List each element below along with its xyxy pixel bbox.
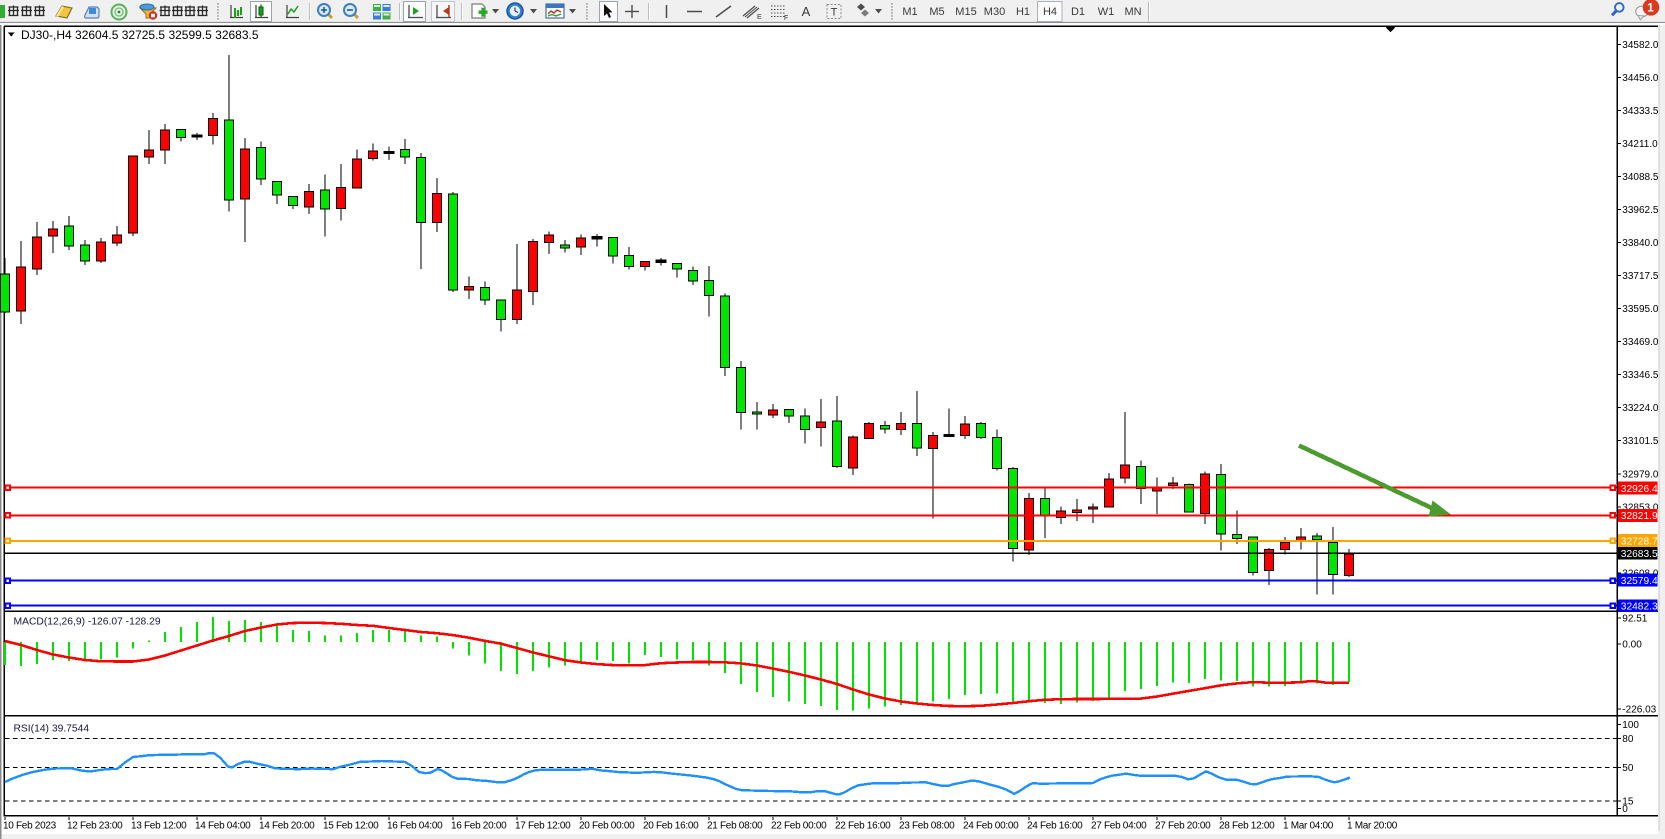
svg-text:20 Feb 16:00: 20 Feb 16:00 <box>643 820 699 831</box>
svg-text:A: A <box>802 4 811 19</box>
svg-text:1: 1 <box>1647 1 1654 15</box>
svg-text:50: 50 <box>1622 763 1634 774</box>
svg-text:1 Mar 04:00: 1 Mar 04:00 <box>1283 820 1334 831</box>
svg-text:14 Feb 20:00: 14 Feb 20:00 <box>259 820 315 831</box>
svg-text:32482.3: 32482.3 <box>1621 602 1658 613</box>
svg-text:28 Feb 12:00: 28 Feb 12:00 <box>1219 820 1275 831</box>
svg-text:33717.5: 33717.5 <box>1622 271 1659 282</box>
svg-text:MN: MN <box>1124 6 1141 18</box>
svg-text:27 Feb 04:00: 27 Feb 04:00 <box>1091 820 1147 831</box>
svg-text:14 Feb 04:00: 14 Feb 04:00 <box>195 820 251 831</box>
svg-text:17 Feb 12:00: 17 Feb 12:00 <box>515 820 571 831</box>
svg-text:100: 100 <box>1622 720 1639 731</box>
svg-text:34333.5: 34333.5 <box>1622 106 1659 117</box>
svg-text:32853.0: 32853.0 <box>1622 502 1659 513</box>
svg-text:24 Feb 16:00: 24 Feb 16:00 <box>1027 820 1083 831</box>
svg-text:22 Feb 00:00: 22 Feb 00:00 <box>771 820 827 831</box>
svg-text:M30: M30 <box>984 6 1005 18</box>
svg-text:80: 80 <box>1622 734 1634 745</box>
svg-text:33346.5: 33346.5 <box>1622 370 1659 381</box>
svg-text:27 Feb 20:00: 27 Feb 20:00 <box>1155 820 1211 831</box>
svg-text:32821.9: 32821.9 <box>1621 511 1658 522</box>
svg-text:92.51: 92.51 <box>1622 613 1647 624</box>
svg-text:33962.5: 33962.5 <box>1622 205 1659 216</box>
svg-text:E: E <box>757 14 762 21</box>
svg-text:16 Feb 20:00: 16 Feb 20:00 <box>451 820 507 831</box>
svg-text:-226.03: -226.03 <box>1622 705 1656 716</box>
svg-text:W1: W1 <box>1098 6 1115 18</box>
svg-text:33101.5: 33101.5 <box>1622 436 1659 447</box>
svg-text:RSI(14) 39.7544: RSI(14) 39.7544 <box>14 723 90 734</box>
svg-text:32979.0: 32979.0 <box>1622 469 1659 480</box>
svg-text:23 Feb 08:00: 23 Feb 08:00 <box>899 820 955 831</box>
svg-text:12 Feb 23:00: 12 Feb 23:00 <box>67 820 123 831</box>
svg-text:33595.0: 33595.0 <box>1622 304 1659 315</box>
svg-text:34211.0: 34211.0 <box>1622 139 1658 150</box>
svg-text:M1: M1 <box>902 6 917 18</box>
svg-text:33840.0: 33840.0 <box>1622 238 1659 249</box>
svg-text:DJ30-,H4 32604.5 32725.5 3259: DJ30-,H4 32604.5 32725.5 32599.5 32683.5 <box>21 28 259 42</box>
svg-text:20 Feb 00:00: 20 Feb 00:00 <box>579 820 635 831</box>
svg-text:T: T <box>831 7 838 19</box>
svg-text:MACD(12,26,9) -126.07 -128.29: MACD(12,26,9) -126.07 -128.29 <box>14 616 161 627</box>
svg-text:34456.0: 34456.0 <box>1622 73 1659 84</box>
svg-text:32728.7: 32728.7 <box>1621 536 1658 547</box>
svg-text:32683.5: 32683.5 <box>1621 549 1658 560</box>
svg-text:H1: H1 <box>1016 6 1030 18</box>
svg-text:24 Feb 00:00: 24 Feb 00:00 <box>963 820 1019 831</box>
svg-text:21 Feb 08:00: 21 Feb 08:00 <box>707 820 763 831</box>
svg-text:M5: M5 <box>929 6 944 18</box>
svg-text:15 Feb 12:00: 15 Feb 12:00 <box>323 820 379 831</box>
svg-text:32579.4: 32579.4 <box>1621 576 1658 587</box>
svg-text:F: F <box>784 15 788 22</box>
svg-text:H4: H4 <box>1043 6 1057 18</box>
svg-text:D1: D1 <box>1071 6 1085 18</box>
svg-text:34582.0: 34582.0 <box>1622 40 1659 51</box>
svg-text:33469.0: 33469.0 <box>1622 337 1659 348</box>
svg-text:15: 15 <box>1622 796 1634 807</box>
svg-text:0.00: 0.00 <box>1622 640 1642 651</box>
svg-text:33224.0: 33224.0 <box>1622 403 1659 414</box>
svg-text:10 Feb 2023: 10 Feb 2023 <box>3 820 57 831</box>
svg-text:0: 0 <box>1622 804 1628 815</box>
svg-text:16 Feb 04:00: 16 Feb 04:00 <box>387 820 443 831</box>
svg-text:M15: M15 <box>955 6 976 18</box>
svg-text:32926.4: 32926.4 <box>1621 484 1658 495</box>
svg-text:1 Mar 20:00: 1 Mar 20:00 <box>1347 820 1398 831</box>
svg-text:22 Feb 16:00: 22 Feb 16:00 <box>835 820 891 831</box>
svg-text:13 Feb 12:00: 13 Feb 12:00 <box>131 820 187 831</box>
svg-text:34088.5: 34088.5 <box>1622 172 1659 183</box>
